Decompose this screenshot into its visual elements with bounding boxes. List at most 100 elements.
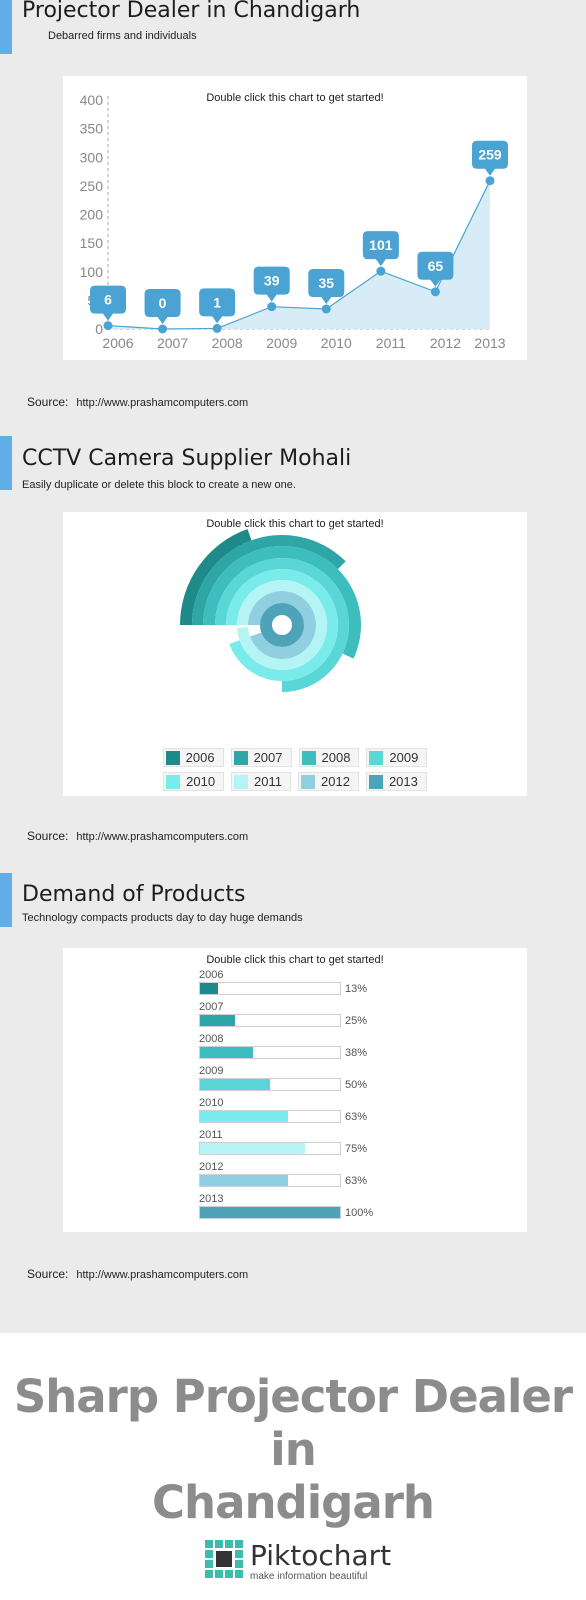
legend-item: 2012 [298,772,359,791]
section-title: Demand of Products [22,882,246,907]
y-tick-label: 250 [80,178,104,194]
data-point [212,323,222,333]
data-point [158,324,168,334]
radial-bar [248,591,316,659]
y-tick-label: 150 [80,235,104,251]
legend-item: 2013 [365,772,427,791]
chart-hint: Double click this chart to get started! [206,92,384,104]
legend-label: 2012 [321,774,350,789]
footer-title-line: Chandigarh [152,1476,435,1529]
legend-item: 2011 [231,772,292,791]
hbar-chart-panel[interactable]: Double click this chart to get started! … [63,948,527,1232]
y-tick-label: 100 [80,264,104,280]
data-point [430,287,440,297]
legend-label: 2010 [186,774,216,789]
legend-label: 2011 [254,774,283,789]
radial-center [276,619,288,631]
legend-item: 2009 [366,748,428,767]
x-tick-label: 2012 [430,335,461,351]
data-label-bubble [308,268,345,304]
legend-label: 2006 [185,750,215,765]
data-label: 35 [318,275,334,291]
legend-item: 2007 [230,748,292,767]
data-label-bubble [472,140,508,176]
data-label-bubble [199,288,236,324]
y-tick-label: 350 [80,121,104,137]
y-tick-label: 300 [80,149,104,165]
radial-bar [203,546,361,659]
data-point [376,266,386,276]
hbar-track [199,1046,341,1059]
x-tick-label: 2010 [321,335,352,351]
hbar-fill [200,1047,254,1058]
source-url[interactable]: http://www.prashamcomputers.com [76,1269,249,1281]
series-line [107,180,491,330]
radial-bar [260,603,304,647]
radial-bar [192,535,346,625]
legend-label: 2007 [253,750,283,765]
hbar-fill [200,1207,340,1218]
hbar-value-label: 63% [345,1175,368,1187]
section-accent-bar [0,873,12,927]
logo-tagline: make information beautiful [250,1571,368,1582]
data-label: 39 [264,273,280,289]
area-fill [108,180,490,329]
data-label-bubble [417,251,454,287]
radial-bar [180,529,252,625]
line-chart-panel[interactable]: Double click this chart to get started! … [63,76,527,360]
hbar-category-label: 2009 [199,1065,224,1077]
legend-swatch [369,750,384,765]
hbar-fill [200,1111,289,1122]
hbar-row: 2007 25% [199,1001,429,1031]
x-tick-label: 2007 [157,335,188,351]
source-line: Source: http://www.prashamcomputers.com [27,829,248,843]
legend-item: 2010 [163,772,225,791]
hbar-track [199,1078,341,1091]
hbar-value-label: 63% [345,1111,368,1123]
x-tick-label: 2008 [212,335,243,351]
hbar-row: 2013 100% [199,1193,429,1223]
legend-label: 2009 [389,750,419,765]
y-tick-label: 0 [95,321,103,337]
hbar-category-label: 2012 [199,1161,224,1173]
chart-hint: Double click this chart to get started! [206,518,384,530]
piktochart-logo[interactable]: Piktochart make information beautiful [205,1540,391,1584]
hbar-value-label: 13% [345,983,368,995]
hbar-category-label: 2006 [199,969,224,981]
hbar-row: 2011 75% [199,1129,429,1159]
section-subtitle: Technology compacts products day to day … [22,912,303,924]
section-accent-bar [0,0,12,54]
x-tick-label: 2006 [102,335,133,351]
data-label: 101 [369,237,393,253]
section-subtitle: Easily duplicate or delete this block to… [22,479,296,491]
legend-swatch [301,750,316,765]
radial-bar-chart[interactable] [63,512,527,742]
hbar-value-label: 100% [345,1207,374,1219]
data-label-bubble [144,289,181,324]
hbar-fill [200,983,219,994]
chart-legend: 2006 2007 2008 2009 2010 2011 2012 2013 [63,748,527,791]
line-chart[interactable]: 0501001502002503003504002006200720082009… [63,76,527,360]
hbar-fill [200,1175,289,1186]
source-line: Source: http://www.prashamcomputers.com [27,1267,248,1281]
legend-swatch [166,774,181,789]
x-tick-label: 2013 [474,335,505,351]
radial-chart-panel[interactable]: Double click this chart to get started! … [63,512,527,796]
legend-swatch [165,750,180,765]
source-url[interactable]: http://www.prashamcomputers.com [76,397,249,409]
hbar-track [199,1014,341,1027]
hbar-fill [200,1015,235,1026]
hbar-track [199,1142,341,1155]
data-label: 6 [104,292,112,308]
source-url[interactable]: http://www.prashamcomputers.com [76,831,249,843]
hbar-category-label: 2013 [199,1193,224,1205]
data-point [321,304,331,314]
x-tick-label: 2011 [376,335,406,351]
chart-hint: Double click this chart to get started! [206,954,384,966]
data-point [267,302,277,312]
data-label: 259 [478,147,502,163]
source-label: Source: [27,1267,69,1281]
legend-item: 2006 [162,748,224,767]
source-label: Source: [27,829,69,843]
section-title: CCTV Camera Supplier Mohali [22,446,352,471]
